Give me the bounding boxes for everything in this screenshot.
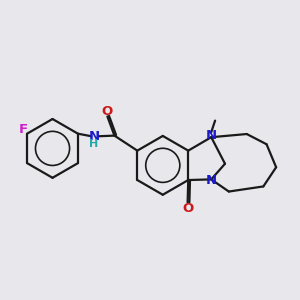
Text: N: N: [89, 130, 100, 143]
Text: F: F: [18, 123, 28, 136]
Text: O: O: [101, 105, 112, 118]
Text: O: O: [182, 202, 193, 215]
Text: N: N: [206, 129, 217, 142]
Text: N: N: [206, 174, 217, 187]
Text: H: H: [89, 139, 98, 149]
